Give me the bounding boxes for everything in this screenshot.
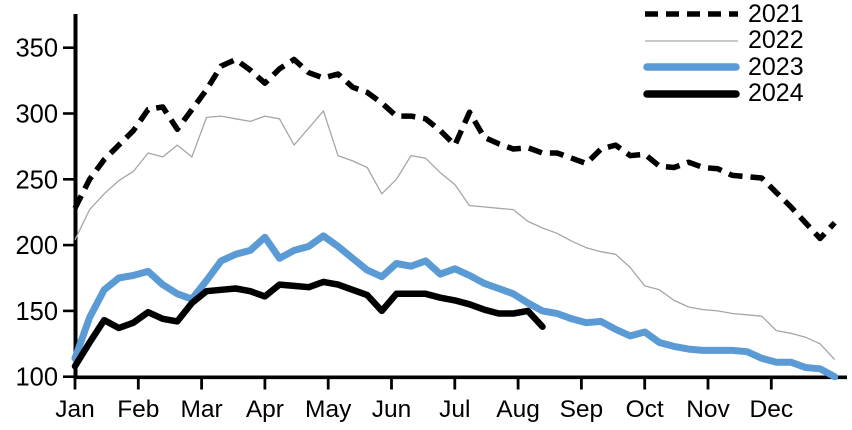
- legend-swatch-2024: [643, 90, 740, 98]
- x-tick-label: Nov: [686, 396, 730, 423]
- y-tick-label: 150: [15, 298, 58, 326]
- series-line-2023: [71, 232, 839, 381]
- x-tick-label: Oct: [626, 396, 664, 423]
- series-line-2022: [74, 110, 836, 361]
- legend-swatch-2021: [645, 11, 738, 17]
- y-tick-label: 300: [15, 101, 58, 129]
- x-tick-label: Feb: [117, 396, 159, 423]
- legend-label-2022: 2022: [748, 26, 804, 55]
- x-tick-label: Sep: [560, 396, 604, 423]
- x-tick-label: Dec: [750, 396, 794, 423]
- legend-item-2024: 2024: [643, 81, 804, 108]
- x-tick-label: Jun: [372, 396, 412, 423]
- chart-legend: 2021 2022 2023 2024: [643, 1, 804, 107]
- legend-item-2021: 2021: [643, 1, 804, 28]
- legend-swatch-2023: [643, 63, 740, 71]
- y-tick-label: 350: [15, 35, 58, 63]
- legend-label-2024: 2024: [748, 79, 804, 108]
- legend-item-2022: 2022: [643, 28, 804, 55]
- x-tick-label: Apr: [246, 396, 284, 423]
- x-tick-label: May: [305, 396, 352, 423]
- y-tick-label: 100: [15, 364, 58, 392]
- series-line-2024: [71, 278, 546, 370]
- x-tick-label: Mar: [180, 396, 222, 423]
- series-line-2021: [72, 56, 837, 242]
- x-tick-label: Jul: [439, 396, 470, 423]
- y-tick-label: 250: [15, 166, 58, 194]
- legend-label-2023: 2023: [748, 52, 804, 81]
- x-tick-label: Aug: [496, 396, 540, 423]
- legend-item-2023: 2023: [643, 54, 804, 81]
- x-tick-label: Jan: [55, 396, 95, 423]
- legend-label-2021: 2021: [748, 0, 804, 28]
- legend-swatch-2022: [645, 40, 738, 42]
- y-tick-label: 200: [15, 232, 58, 260]
